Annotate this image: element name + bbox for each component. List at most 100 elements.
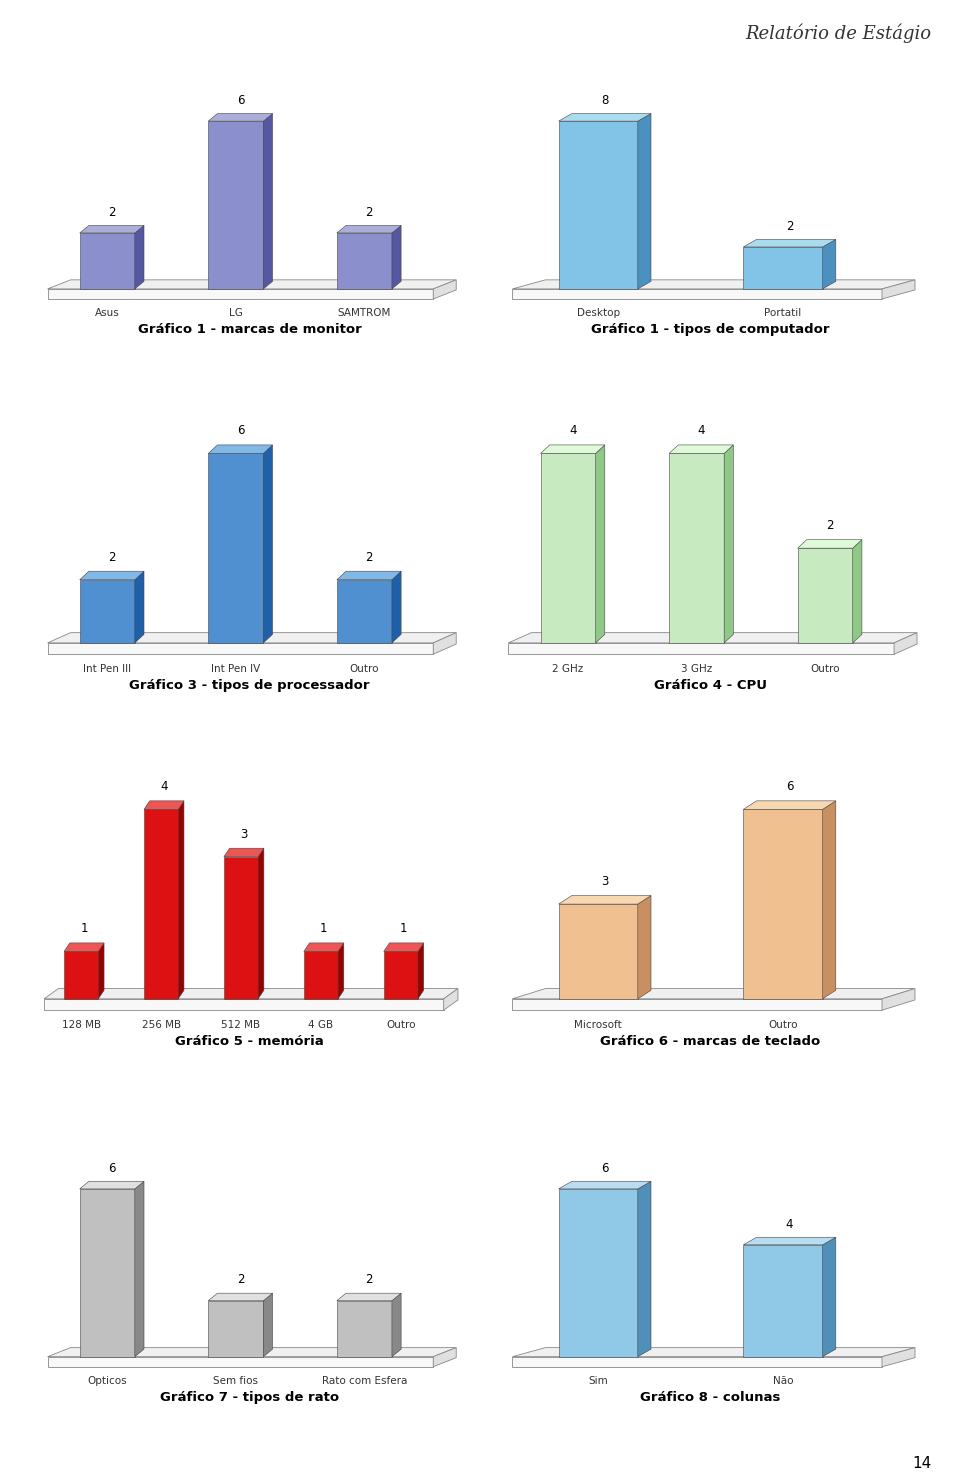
Polygon shape [823, 801, 836, 1000]
Polygon shape [392, 225, 401, 289]
Polygon shape [418, 943, 423, 1000]
Polygon shape [337, 580, 392, 644]
Text: Gráfico 8 - colunas: Gráfico 8 - colunas [640, 1391, 780, 1404]
Polygon shape [852, 540, 862, 644]
Polygon shape [513, 1348, 915, 1357]
Polygon shape [144, 801, 184, 810]
Polygon shape [44, 1000, 444, 1010]
Polygon shape [224, 857, 258, 1000]
Polygon shape [513, 289, 882, 300]
Polygon shape [669, 454, 724, 644]
Polygon shape [64, 952, 98, 1000]
Polygon shape [338, 943, 344, 1000]
Polygon shape [179, 801, 184, 1000]
Polygon shape [208, 1293, 273, 1301]
Polygon shape [559, 1189, 637, 1357]
Polygon shape [540, 454, 595, 644]
Polygon shape [48, 289, 433, 300]
Polygon shape [559, 1182, 651, 1189]
Polygon shape [134, 571, 144, 644]
Text: 4: 4 [569, 424, 576, 437]
Polygon shape [743, 1237, 836, 1244]
Text: 6: 6 [237, 424, 244, 437]
Polygon shape [513, 1357, 882, 1367]
Polygon shape [637, 896, 651, 1000]
Text: 1: 1 [400, 922, 407, 936]
Polygon shape [303, 943, 344, 952]
Text: 2: 2 [365, 206, 372, 218]
Text: 2: 2 [365, 1274, 372, 1286]
Polygon shape [823, 1237, 836, 1357]
Polygon shape [48, 644, 433, 654]
Polygon shape [882, 280, 915, 300]
Polygon shape [303, 952, 338, 1000]
Polygon shape [224, 848, 264, 857]
Polygon shape [134, 1182, 144, 1357]
Text: 4: 4 [786, 1218, 793, 1231]
Polygon shape [48, 280, 456, 289]
Polygon shape [559, 122, 637, 289]
Polygon shape [743, 248, 823, 289]
Polygon shape [509, 633, 917, 644]
Polygon shape [337, 571, 401, 580]
Polygon shape [882, 989, 915, 1010]
Text: Relatório de Estágio: Relatório de Estágio [745, 24, 931, 43]
Polygon shape [559, 905, 637, 1000]
Polygon shape [80, 225, 144, 233]
Polygon shape [595, 445, 605, 644]
Polygon shape [823, 239, 836, 289]
Text: Gráfico 1 - marcas de monitor: Gráfico 1 - marcas de monitor [137, 323, 362, 337]
Polygon shape [392, 1293, 401, 1357]
Text: Gráfico 5 - memória: Gráfico 5 - memória [176, 1035, 324, 1048]
Text: Gráfico 7 - tipos de rato: Gráfico 7 - tipos de rato [160, 1391, 339, 1404]
Polygon shape [337, 1293, 401, 1301]
Text: Gráfico 4 - CPU: Gráfico 4 - CPU [654, 679, 767, 693]
Polygon shape [98, 943, 104, 1000]
Text: 6: 6 [237, 93, 244, 107]
Text: 2: 2 [108, 206, 115, 218]
Text: 1: 1 [320, 922, 327, 936]
Polygon shape [433, 633, 456, 654]
Polygon shape [433, 280, 456, 300]
Polygon shape [263, 445, 273, 644]
Text: 4: 4 [698, 424, 705, 437]
Polygon shape [513, 280, 915, 289]
Text: 3: 3 [240, 828, 248, 841]
Polygon shape [144, 810, 179, 1000]
Polygon shape [798, 540, 862, 549]
Polygon shape [208, 454, 263, 644]
Polygon shape [559, 114, 651, 122]
Polygon shape [559, 896, 651, 905]
Polygon shape [743, 801, 836, 810]
Polygon shape [637, 114, 651, 289]
Text: 3: 3 [601, 875, 609, 888]
Polygon shape [208, 445, 273, 454]
Polygon shape [669, 445, 733, 454]
Polygon shape [540, 445, 605, 454]
Text: 2: 2 [826, 519, 833, 532]
Polygon shape [513, 989, 915, 1000]
Polygon shape [509, 644, 894, 654]
Text: 14: 14 [912, 1456, 931, 1471]
Text: Gráfico 3 - tipos de processador: Gráfico 3 - tipos de processador [130, 679, 370, 693]
Polygon shape [263, 1293, 273, 1357]
Polygon shape [392, 571, 401, 644]
Polygon shape [882, 1348, 915, 1367]
Polygon shape [743, 810, 823, 1000]
Polygon shape [208, 114, 273, 122]
Polygon shape [724, 445, 733, 644]
Text: 8: 8 [601, 93, 609, 107]
Polygon shape [384, 943, 423, 952]
Polygon shape [44, 989, 458, 1000]
Polygon shape [263, 114, 273, 289]
Polygon shape [48, 1348, 456, 1357]
Polygon shape [433, 1348, 456, 1367]
Polygon shape [80, 1189, 134, 1357]
Polygon shape [337, 1301, 392, 1357]
Polygon shape [444, 989, 458, 1010]
Polygon shape [208, 122, 263, 289]
Text: 2: 2 [365, 550, 372, 564]
Polygon shape [80, 571, 144, 580]
Polygon shape [258, 848, 264, 1000]
Text: 4: 4 [160, 780, 168, 793]
